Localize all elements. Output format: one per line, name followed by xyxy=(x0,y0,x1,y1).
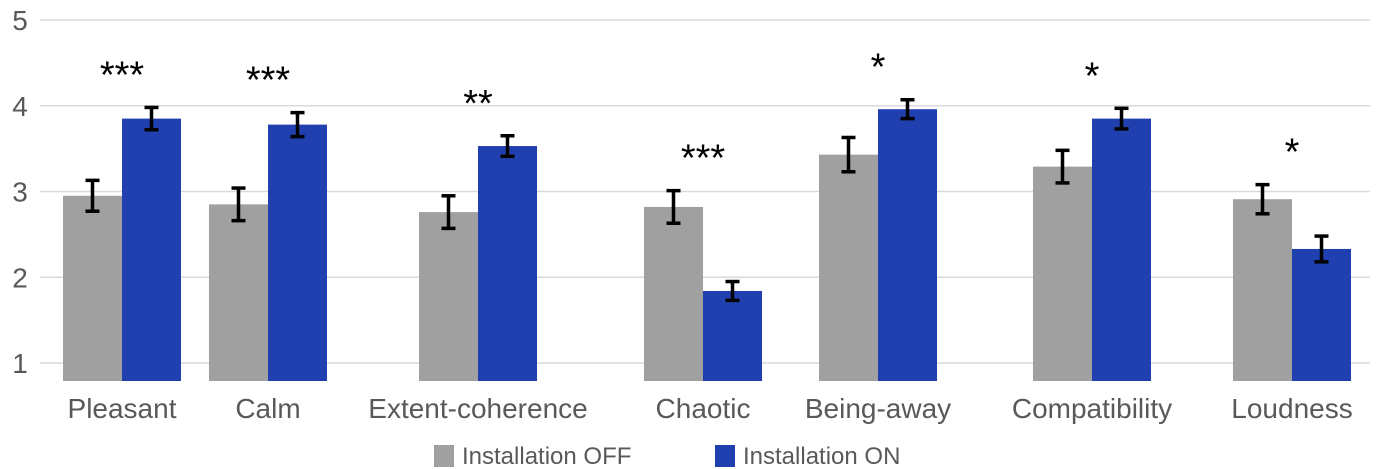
x-category-label: Being-away xyxy=(805,393,951,424)
legend-swatch xyxy=(715,445,735,467)
significance-marker: * xyxy=(1285,132,1300,174)
x-category-label: Calm xyxy=(235,393,300,424)
legend-swatch xyxy=(434,445,454,467)
significance-marker: *** xyxy=(681,138,726,180)
y-tick-label: 1 xyxy=(12,348,28,379)
significance-marker: * xyxy=(1085,55,1100,97)
bar-installation-off xyxy=(644,206,703,381)
bar-installation-on xyxy=(1292,248,1351,381)
y-tick-label: 4 xyxy=(12,91,28,122)
bar-installation-on xyxy=(122,118,181,382)
bar-installation-on xyxy=(478,146,537,381)
bar-installation-off xyxy=(1233,199,1292,381)
bars xyxy=(63,109,1351,382)
significance-marker: *** xyxy=(246,60,291,102)
y-tick-label: 5 xyxy=(12,5,28,36)
bar-installation-off xyxy=(419,212,478,381)
bar-installation-on xyxy=(703,290,762,381)
x-category-label: Compatibility xyxy=(1012,393,1172,424)
x-axis-category-labels: Pleasant Calm Extent-coherence Chaotic Being… xyxy=(68,393,1353,424)
legend-label: Installation OFF xyxy=(462,443,631,469)
legend-label: Installation ON xyxy=(743,443,900,469)
significance-marker: ** xyxy=(463,83,493,125)
bar-installation-off xyxy=(819,154,878,381)
bar-installation-on xyxy=(878,109,937,382)
significance-marker: * xyxy=(871,47,886,89)
y-tick-label: 2 xyxy=(12,262,28,293)
legend: Installation OFF Installation ON xyxy=(434,443,900,469)
bar-installation-off xyxy=(209,204,268,381)
bar-installation-off xyxy=(1033,166,1092,381)
bar-installation-on xyxy=(268,124,327,382)
bar-installation-off xyxy=(63,195,122,381)
error-bars xyxy=(85,97,1329,303)
significance-marker: *** xyxy=(100,54,145,96)
y-axis-tick-labels: 1 2 3 4 5 xyxy=(12,5,28,379)
x-category-label: Pleasant xyxy=(68,393,177,424)
x-category-label: Chaotic xyxy=(656,393,751,424)
y-tick-label: 3 xyxy=(12,177,28,208)
bar-installation-on xyxy=(1092,118,1151,382)
x-category-label: Loudness xyxy=(1231,393,1352,424)
x-category-label: Extent-coherence xyxy=(368,393,587,424)
significance-markers: *** ********* ** xyxy=(100,47,1300,180)
